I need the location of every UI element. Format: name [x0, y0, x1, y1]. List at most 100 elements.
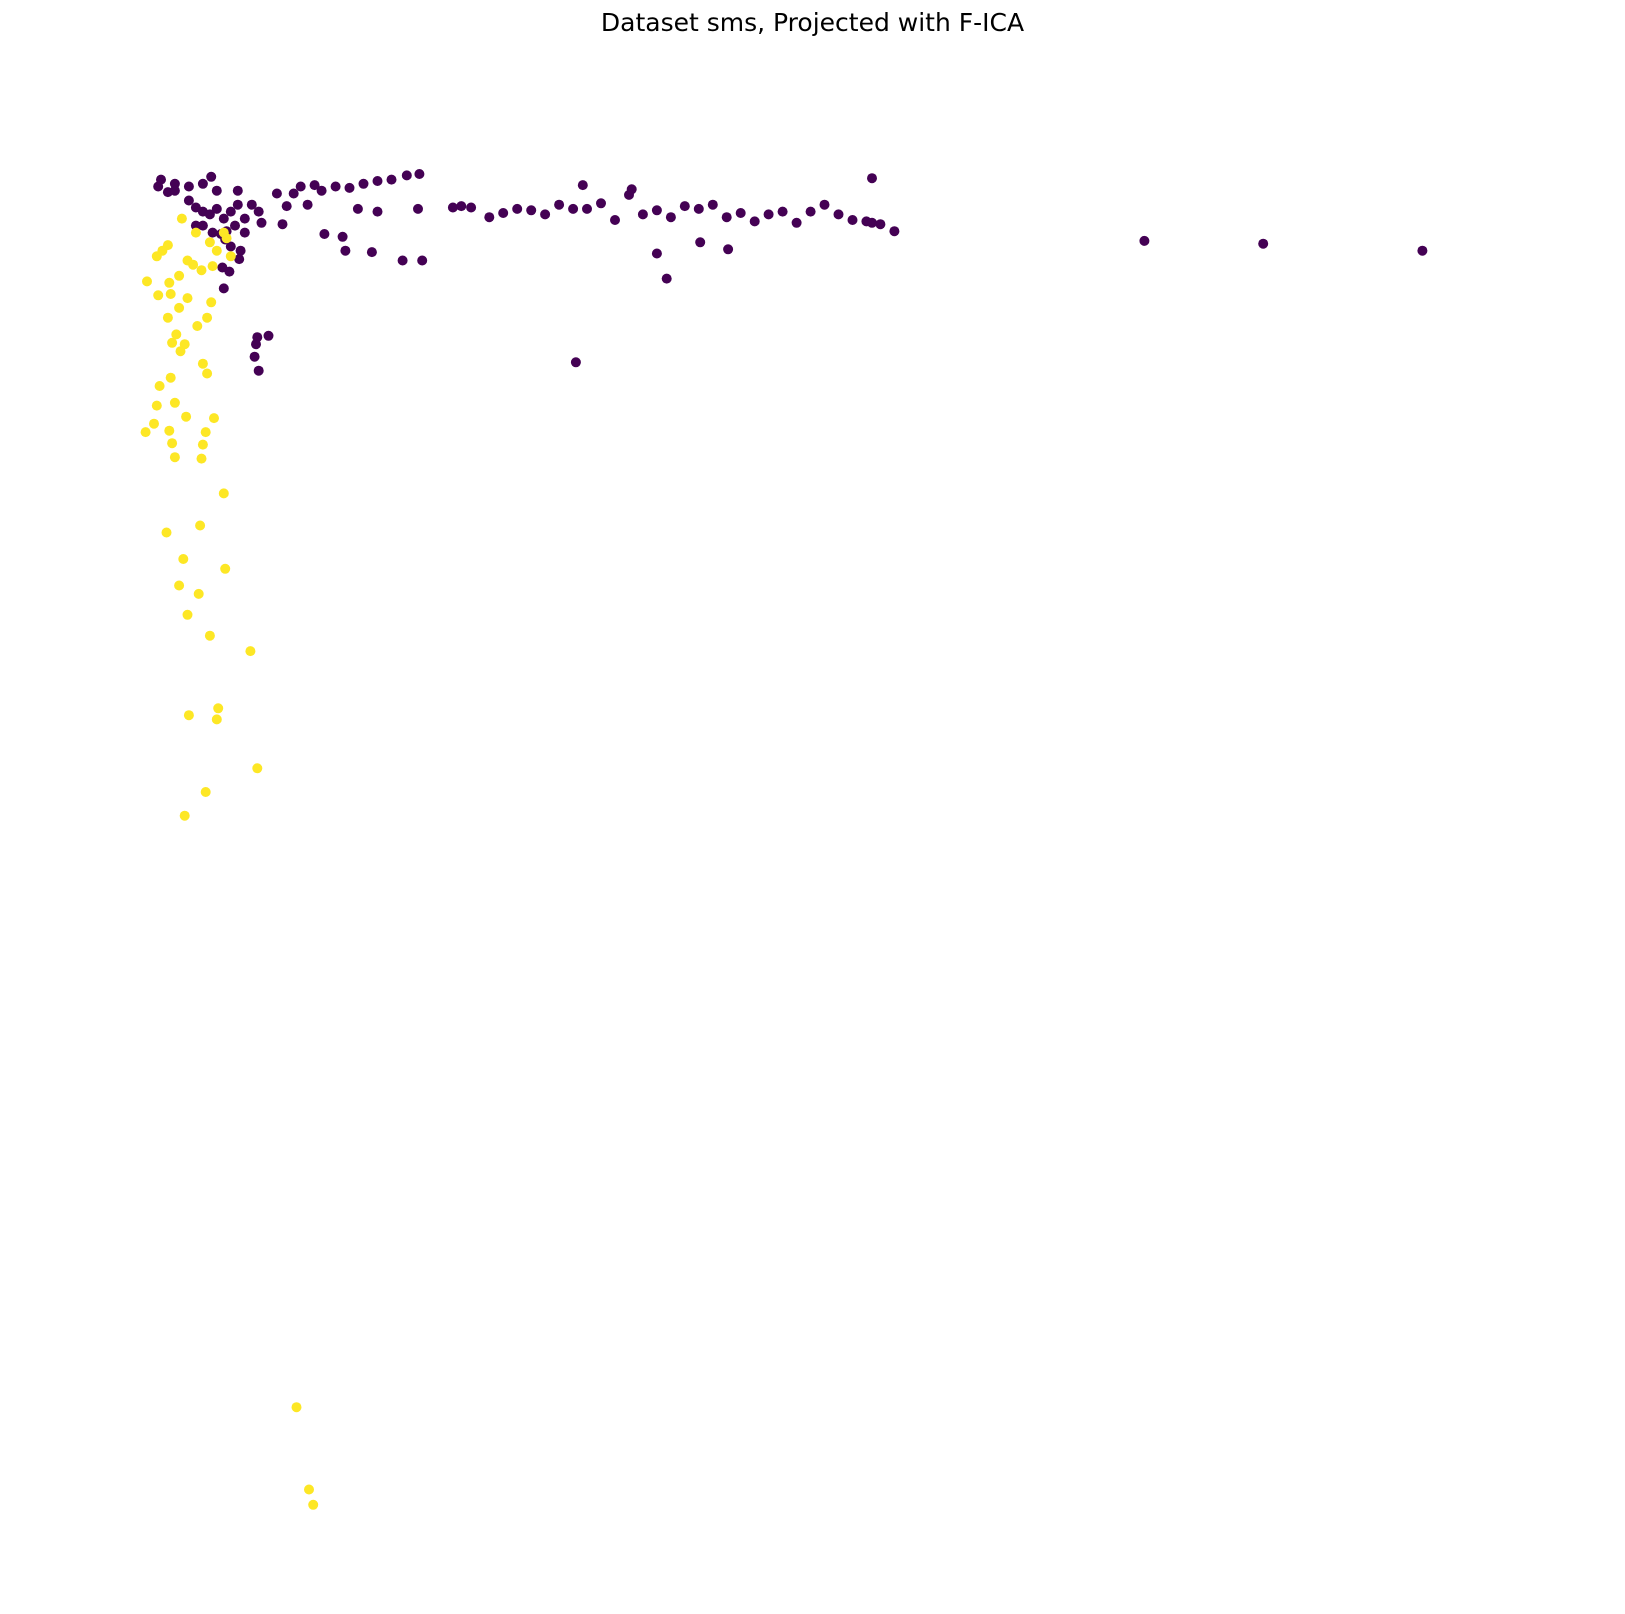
scatter-point: [577, 180, 588, 191]
scatter-point: [174, 302, 185, 313]
scatter-point: [568, 203, 579, 214]
points-layer: [140, 169, 1428, 1510]
scatter-point: [149, 418, 159, 429]
scatter-point: [204, 630, 215, 641]
scatter-point: [220, 563, 231, 574]
scatter-point: [164, 277, 175, 288]
scatter-point: [207, 227, 218, 238]
scatter-point: [218, 227, 229, 238]
scatter-point: [232, 185, 243, 196]
scatter-point: [197, 220, 208, 231]
scatter-point: [319, 229, 330, 239]
scatter-point: [413, 203, 423, 214]
scatter-point: [154, 381, 165, 391]
scatter-point: [167, 337, 178, 348]
scatter-point: [763, 209, 774, 220]
scatter-point: [230, 220, 240, 231]
scatter-point: [196, 453, 207, 464]
scatter-point: [661, 273, 672, 284]
scatter-point: [181, 411, 192, 422]
scatter-point: [167, 438, 178, 449]
scatter-point: [217, 262, 228, 273]
scatter-point: [183, 181, 194, 192]
scatter-point: [178, 554, 189, 564]
scatter-point: [153, 290, 164, 301]
scatter-point: [308, 1499, 319, 1510]
scatter-point: [151, 400, 162, 411]
scatter-point: [570, 357, 581, 368]
scatter-point: [164, 425, 175, 436]
scatter-point: [693, 203, 704, 214]
scatter-point: [218, 488, 229, 499]
scatter-point: [281, 201, 292, 212]
scatter-point: [554, 199, 565, 210]
scatter-point: [316, 185, 327, 196]
scatter-point: [498, 208, 509, 218]
scatter-point: [234, 254, 245, 265]
chart-title: Dataset sms, Projected with F-ICA: [600, 8, 1025, 37]
scatter-point: [193, 588, 204, 599]
scatter-point: [211, 203, 222, 214]
scatter-point: [253, 206, 264, 217]
scatter-point: [414, 169, 425, 179]
scatter-point: [169, 452, 180, 463]
scatter-point: [304, 1484, 314, 1495]
scatter-point: [162, 312, 173, 323]
scatter-point: [889, 226, 900, 237]
scatter-point: [239, 213, 250, 224]
scatter-point: [372, 176, 383, 186]
scatter-point: [182, 293, 193, 304]
scatter-point: [637, 209, 648, 220]
scatter-point: [211, 714, 222, 725]
scatter-point: [295, 181, 306, 192]
scatter-point: [211, 185, 222, 196]
scatter-point: [245, 646, 256, 657]
scatter-point: [665, 212, 676, 223]
scatter-point: [447, 202, 458, 213]
scatter-point: [340, 245, 351, 256]
scatter-point: [151, 251, 162, 262]
scatter-point: [484, 212, 495, 223]
scatter-point: [190, 227, 201, 238]
scatter-point: [610, 215, 620, 225]
scatter-point: [512, 203, 523, 214]
scatter-point: [171, 329, 182, 340]
scatter-point: [875, 219, 886, 230]
scatter-point: [225, 206, 236, 217]
scatter-point: [169, 185, 180, 196]
scatter-point: [291, 1402, 302, 1413]
scatter-point: [197, 439, 208, 450]
scatter-point: [249, 351, 260, 362]
scatter-point: [204, 237, 215, 248]
scatter-point: [246, 199, 257, 210]
scatter-point: [213, 703, 224, 714]
scatter-point: [190, 220, 201, 231]
scatter-point: [417, 255, 428, 266]
scatter-point: [723, 244, 734, 255]
scatter-point: [196, 265, 207, 276]
scatter-point: [1139, 235, 1150, 246]
scatter-point: [140, 427, 151, 438]
scatter-point: [721, 212, 732, 223]
scatter-point: [847, 215, 858, 225]
scatter-point: [209, 413, 219, 424]
scatter-point: [372, 206, 383, 217]
scatter-point: [596, 198, 606, 209]
scatter-point: [302, 199, 313, 210]
scatter-point: [179, 810, 190, 821]
scatter-point: [200, 427, 211, 438]
scatter-point: [197, 358, 208, 369]
scatter-point: [1258, 238, 1269, 249]
scatter-point: [218, 213, 229, 224]
scatter-point: [174, 270, 185, 281]
scatter-point: [735, 208, 746, 218]
scatter-point: [397, 255, 408, 266]
scatter-point: [651, 205, 662, 216]
scatter-point: [358, 178, 369, 189]
scatter-point: [251, 339, 261, 350]
scatter-point: [679, 201, 690, 212]
scatter-point: [200, 787, 211, 797]
scatter-point: [211, 245, 222, 256]
scatter-point: [352, 203, 363, 214]
